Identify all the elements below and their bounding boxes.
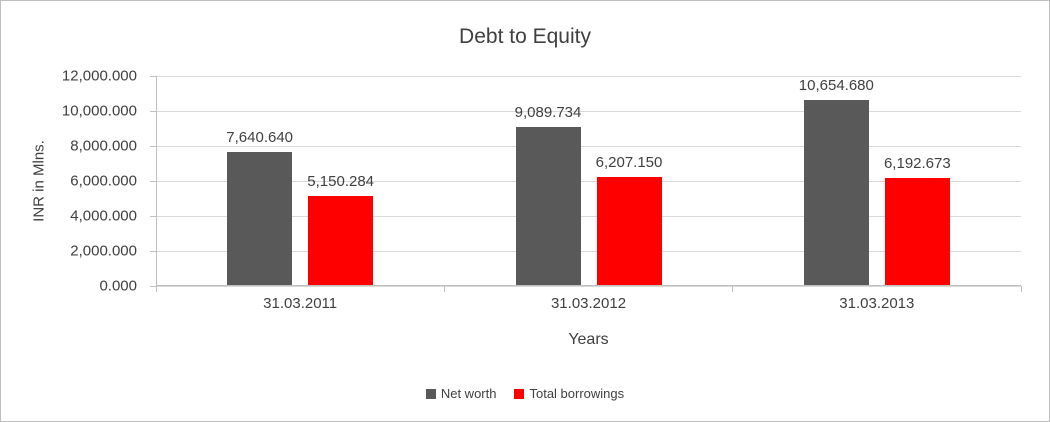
y-tick-label: 4,000.000 xyxy=(70,207,137,225)
bar-value-label: 9,089.734 xyxy=(514,103,582,121)
legend-item-total-borrowings: Total borrowings xyxy=(514,386,624,401)
x-tick-label: 31.03.2013 xyxy=(839,295,915,312)
y-tick-label: 6,000.000 xyxy=(70,172,137,190)
legend-swatch-total-borrowings xyxy=(514,388,525,399)
bar-total-borrowings xyxy=(308,195,374,286)
gridline xyxy=(156,285,1021,287)
bar-total-borrowings xyxy=(596,177,662,286)
x-axis-tick xyxy=(443,286,445,292)
y-tick-label: 12,000.000 xyxy=(61,67,137,85)
x-axis-label: Years xyxy=(568,331,609,348)
legend-label-total-borrowings: Total borrowings xyxy=(529,386,625,401)
x-tick-label: 31.03.2012 xyxy=(550,295,627,312)
legend: Net worth Total borrowings xyxy=(1,386,1049,401)
bar-value-label: 7,640.640 xyxy=(226,129,294,147)
gridline xyxy=(156,75,1021,77)
y-axis-line xyxy=(156,76,157,286)
legend-item-net-worth: Net worth xyxy=(425,386,497,401)
bar-value-label: 10,654.680 xyxy=(798,76,874,94)
gridline xyxy=(156,250,1021,252)
y-axis-tick xyxy=(150,285,156,287)
x-axis-tick xyxy=(732,286,734,292)
chart-title: Debt to Equity xyxy=(459,25,591,48)
bar-total-borrowings xyxy=(884,177,950,286)
x-axis-line xyxy=(156,285,1021,286)
x-axis-tick xyxy=(1020,286,1022,292)
y-axis-tick xyxy=(150,250,156,252)
y-axis-tick xyxy=(150,180,156,182)
y-tick-labels: 0.000 2,000.000 4,000.000 6,000.000 8,000.00… xyxy=(1,68,147,295)
legend-label-net-worth: Net worth xyxy=(440,386,497,401)
y-axis-tick xyxy=(150,145,156,147)
y-tick-label: 0.000 xyxy=(99,277,137,295)
bar-net-worth xyxy=(803,99,869,286)
bar-value-label: 5,150.284 xyxy=(307,172,375,190)
legend-swatch-net-worth xyxy=(425,388,436,399)
y-tick-label: 2,000.000 xyxy=(70,242,137,260)
y-tick-label: 10,000.000 xyxy=(61,102,137,120)
gridline xyxy=(156,180,1021,182)
x-tick-labels: 31.03.2011 31.03.2012 31.03.2013 xyxy=(156,295,1021,315)
y-tick-label: 8,000.000 xyxy=(70,137,137,155)
bar-net-worth xyxy=(227,152,293,286)
y-axis-tick xyxy=(150,215,156,217)
bar-net-worth xyxy=(515,126,581,286)
bar-value-label: 6,207.150 xyxy=(595,154,663,172)
x-axis-tick xyxy=(155,286,157,292)
gridline xyxy=(156,110,1021,112)
gridline xyxy=(156,145,1021,147)
y-axis-tick xyxy=(150,75,156,77)
bar-value-label: 6,192.673 xyxy=(883,154,951,172)
y-axis-tick xyxy=(150,110,156,112)
gridline xyxy=(156,215,1021,217)
x-tick-label: 31.03.2011 xyxy=(263,295,338,312)
plot-area: 7,640.640 5,150.284 9,089.734 6,207.150 10,6… xyxy=(150,75,1022,292)
